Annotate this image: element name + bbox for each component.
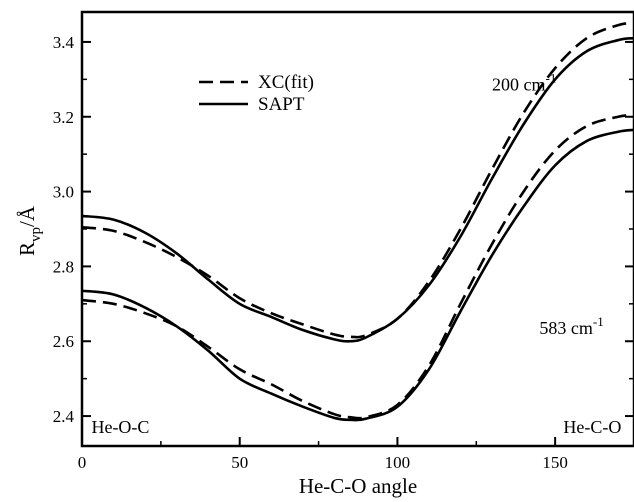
annotation-text: He-O-C <box>91 417 149 437</box>
x-axis-title: He-C-O angle <box>299 474 417 498</box>
annotation-2: He-O-C <box>91 417 149 437</box>
legend-label-1: SAPT <box>258 94 305 115</box>
y-axis-title-unit: /Å <box>15 205 39 227</box>
legend-label-0: XC(fit) <box>258 72 314 93</box>
y-tick-label: 2.6 <box>53 332 74 351</box>
annotation-3: He-C-O <box>563 417 621 437</box>
y-tick-label: 2.8 <box>53 257 74 276</box>
series-line-xc-fit-2 <box>81 113 634 420</box>
annotation-text: He-C-O <box>563 417 621 437</box>
axes: 0 50 100 150 2.4 2.6 2.8 3.0 3.2 3.4 He-C-O angle R… <box>15 33 634 498</box>
annotation-0: 200 cm-1 <box>492 71 556 95</box>
annotation-text: 583 cm <box>539 318 593 338</box>
x-tick-label: 50 <box>231 453 248 472</box>
annotation-superscript: -1 <box>546 71 557 86</box>
y-axis-title-main: R <box>15 242 39 256</box>
y-axis-title-subscript: vp <box>28 227 44 242</box>
y-tick-label: 2.4 <box>53 407 75 426</box>
legend: XC(fit)SAPT <box>199 72 314 115</box>
annotation-1: 583 cm-1 <box>539 314 603 338</box>
y-axis-title: Rvp/Å <box>15 205 44 256</box>
x-tick-label: 150 <box>542 453 568 472</box>
series-line-xc-fit-0 <box>81 21 634 339</box>
series-group <box>81 21 634 422</box>
annotation-superscript: -1 <box>593 314 604 329</box>
annotation-text: 200 cm <box>492 75 546 95</box>
y-tick-label: 3.4 <box>53 33 75 52</box>
y-tick-label: 3.2 <box>53 108 74 127</box>
y-tick-label: 3.0 <box>53 183 74 202</box>
series-line-sapt-3 <box>81 128 634 422</box>
x-tick-label: 100 <box>385 453 411 472</box>
x-tick-label: 0 <box>78 453 87 472</box>
series-line-sapt-1 <box>81 36 634 343</box>
